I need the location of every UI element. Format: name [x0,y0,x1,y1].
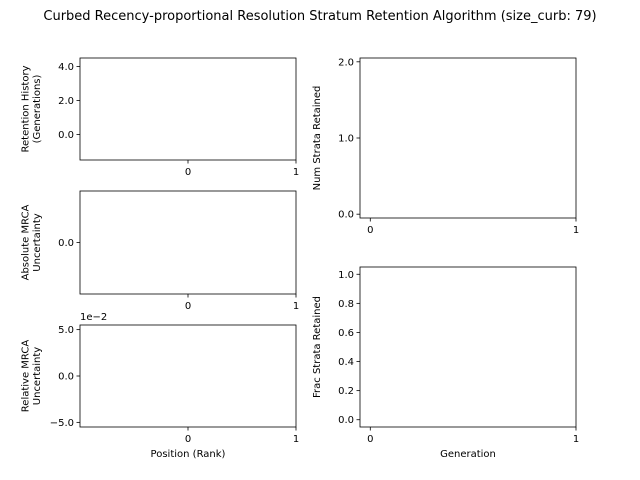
x-axis-label: Generation [440,449,496,460]
x-tick-label: 1 [573,434,579,445]
y-axis-label: Frac Strata Retained [312,296,323,398]
y-axis-label: Absolute MRCA [21,204,32,280]
y-axis-label: Uncertainty [32,213,43,272]
axes-frame [359,266,577,428]
y-tick-label: −5.0 [50,418,74,429]
y-axis-label: Num Strata Retained [312,86,323,191]
y-tick-label: 0.0 [58,238,74,249]
x-tick-label: 0 [367,434,373,445]
y-tick-label: 5.0 [58,325,74,336]
y-tick-label: 0.0 [338,210,354,221]
x-tick-label: 0 [185,434,191,445]
x-tick-label: 1 [293,434,299,445]
x-tick-label: 0 [367,225,373,236]
y-tick-label: 0.8 [338,299,354,310]
y-tick-label: 2.0 [58,96,74,107]
subplot-relative-mrca-uncertainty: 0 1 −5.0 0.0 5.0 1e−2 Position (Rank) Relative … [21,312,300,460]
y-tick-label: 1.0 [338,134,354,145]
x-tick-label: 0 [185,301,191,312]
subplot-retention-history: 0 1 0.0 2.0 4.0 Retention History (Generations… [21,57,299,178]
y-axis-label: Relative MRCA [21,340,32,413]
y-axis-label: Retention History [21,65,32,152]
y-axis-label: (Generations) [32,75,43,144]
figure-suptitle: Curbed Recency-proportional Resolution S… [43,9,596,24]
y-tick-label: 1.0 [338,270,354,281]
x-tick-label: 1 [573,225,579,236]
subplot-num-strata-retained: 0 1 0.0 1.0 2.0 Num Strata Retained [312,57,579,236]
subplot-absolute-mrca-uncertainty: 0 1 0.0 Absolute MRCA Uncertainty [21,190,299,312]
y-axis-label: Uncertainty [32,347,43,406]
x-tick-label: 1 [293,301,299,312]
y-tick-label: 0.0 [58,130,74,141]
y-tick-label: 4.0 [58,62,74,73]
x-tick-label: 1 [293,167,299,178]
x-axis-label: Position (Rank) [151,449,226,460]
y-tick-label: 0.0 [338,415,354,426]
y-tick-label: 2.0 [338,57,354,68]
subplot-frac-strata-retained: 0 1 0.0 0.2 0.4 0.6 0.8 1.0 Generation Frac Strat… [312,266,579,460]
x-tick-label: 0 [185,167,191,178]
y-tick-label: 0.4 [338,357,354,368]
y-tick-label: 0.2 [338,386,354,397]
y-tick-label: 0.6 [338,328,354,339]
y-tick-label: 0.0 [58,372,74,383]
y-offset-label: 1e−2 [80,312,107,323]
